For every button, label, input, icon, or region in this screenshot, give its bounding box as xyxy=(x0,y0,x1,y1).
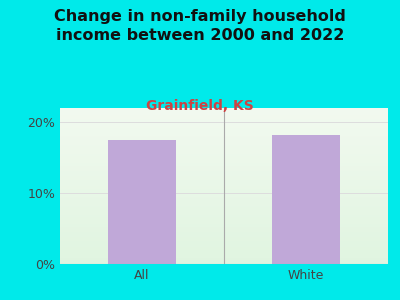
Text: Change in non-family household
income between 2000 and 2022: Change in non-family household income be… xyxy=(54,9,346,43)
Text: Grainfield, KS: Grainfield, KS xyxy=(146,99,254,113)
Bar xyxy=(272,135,340,264)
Bar xyxy=(108,140,176,264)
